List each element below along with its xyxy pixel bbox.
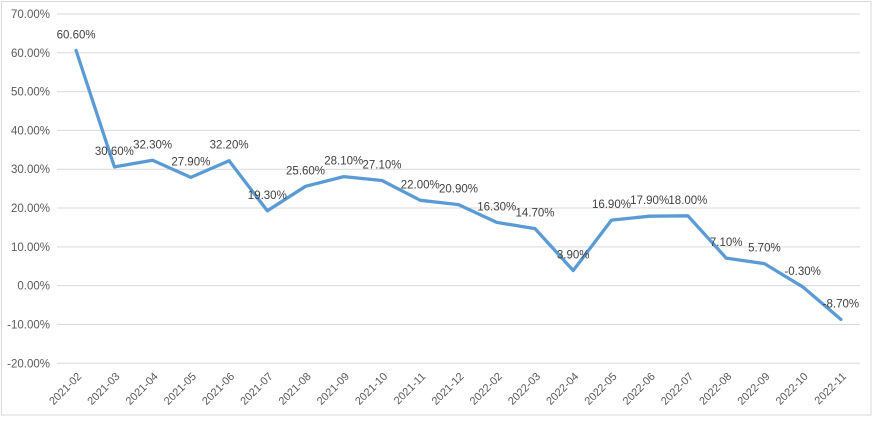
data-label: 25.60% (286, 165, 325, 177)
series-line (74, 48, 843, 322)
y-axis-tick-label: 10.00% (11, 242, 50, 254)
data-label: 32.20% (210, 140, 249, 152)
data-label: 30.60% (95, 146, 134, 158)
data-label: 28.10% (324, 156, 363, 168)
y-axis-tick-label: 30.00% (11, 164, 50, 176)
data-label: 18.00% (668, 195, 707, 207)
gridlines (57, 13, 860, 364)
data-label: 14.70% (515, 208, 554, 220)
series (74, 48, 843, 322)
y-axis-tick-label: 20.00% (11, 203, 50, 215)
data-label: 17.90% (630, 195, 669, 207)
data-label: 19.30% (248, 190, 287, 202)
y-axis-tick-label: 50.00% (11, 87, 50, 99)
data-label: 32.30% (133, 139, 172, 151)
y-axis-tick-label: 70.00% (11, 9, 50, 21)
y-axis-tick-label: 60.00% (11, 48, 50, 60)
data-label: 5.70% (748, 243, 781, 255)
data-label: 22.00% (401, 179, 440, 191)
y-axis-tick-label: 40.00% (11, 125, 50, 137)
data-labels: 60.60% 30.60%32.30% 27.90%32.20% 19.30% 25.6… (57, 29, 859, 310)
data-label: 20.90% (439, 184, 478, 196)
data-label: 60.60% (57, 29, 96, 41)
y-axis-tick-label: -10.00% (7, 319, 50, 331)
y-axis-tick-label: 0.00% (17, 281, 50, 293)
data-label: 27.90% (171, 156, 210, 168)
y-axis-tick-label: -20.00% (7, 358, 50, 370)
data-label: -8.70% (823, 298, 859, 310)
data-label: 27.10% (363, 159, 402, 171)
data-label: 7.10% (710, 237, 743, 249)
data-label: 3.90% (557, 250, 590, 262)
data-label: 16.90% (592, 199, 631, 211)
data-label: -0.30% (784, 266, 820, 278)
y-axis-labels: 70.00% 60.00% 50.00% 40.00% 30.00% 20.00% 10.0… (7, 9, 50, 370)
data-label: 16.30% (477, 201, 516, 213)
